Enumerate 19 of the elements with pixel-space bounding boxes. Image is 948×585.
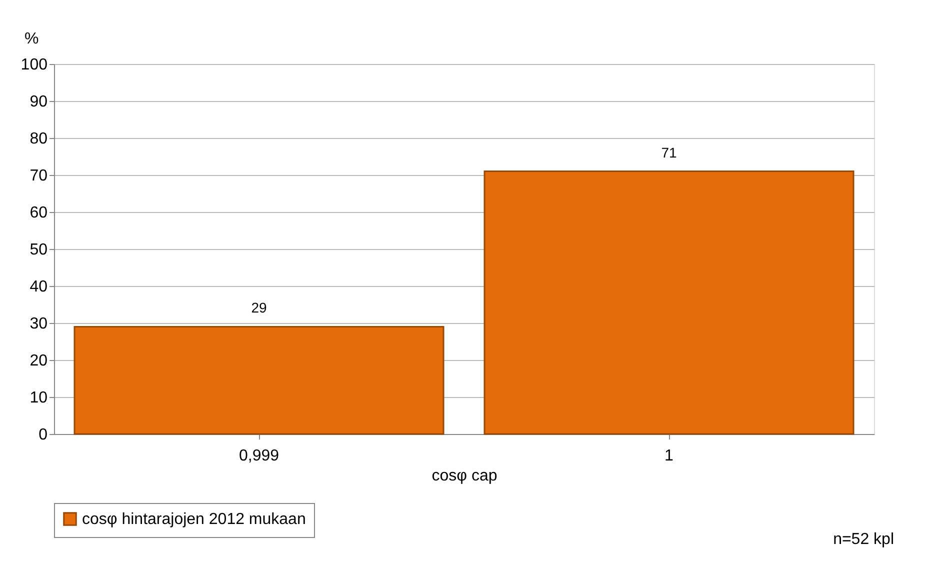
legend-label: cosφ hintarajojen 2012 mukaan: [82, 511, 306, 528]
y-tick-label: 60: [30, 204, 48, 222]
data-label: 71: [661, 144, 677, 160]
x-axis-title: cosφ cap: [432, 468, 498, 484]
y-tick-label: 40: [30, 278, 48, 296]
y-tick-label: 20: [30, 352, 48, 370]
x-tick-label: 0,999: [238, 448, 280, 464]
y-tick-label: 90: [30, 94, 48, 110]
y-tick-label: 0: [38, 426, 48, 444]
y-axis-title: %: [24, 30, 39, 48]
x-tick-label: 1: [664, 448, 674, 464]
y-tick-label: 80: [30, 130, 48, 148]
y-tick-label: 50: [30, 242, 48, 258]
y-tick-label: 70: [30, 168, 48, 184]
text: n=52 kpl: [833, 531, 894, 548]
data-label: 29: [251, 300, 267, 316]
y-tick-label: 30: [30, 316, 48, 332]
y-tick-label: 100: [20, 56, 48, 74]
y-tick-label: 10: [30, 390, 48, 406]
